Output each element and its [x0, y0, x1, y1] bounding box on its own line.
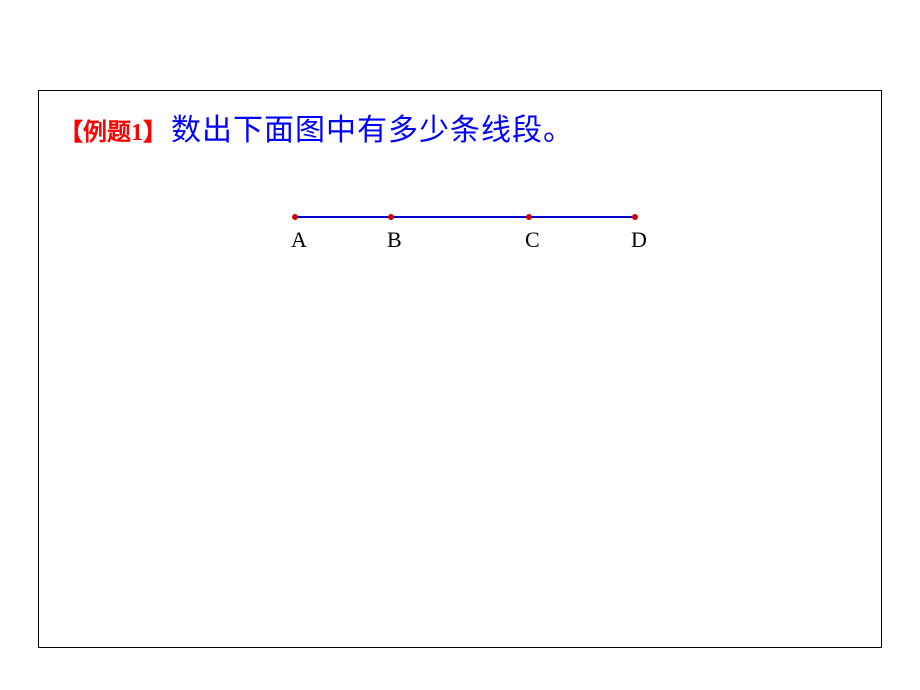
segment-line — [293, 216, 637, 218]
point-c — [526, 214, 532, 220]
point-label-a: A — [291, 227, 307, 253]
point-label-b: B — [387, 227, 402, 253]
point-a — [292, 214, 298, 220]
example-label: 【例题1】 — [59, 112, 167, 147]
line-segment-diagram: A B C D — [293, 213, 637, 263]
slide-frame: 【例题1】 数出下面图中有多少条线段。 A B C D — [38, 90, 882, 648]
point-label-c: C — [525, 227, 540, 253]
point-b — [388, 214, 394, 220]
point-d — [632, 214, 638, 220]
point-label-d: D — [631, 227, 647, 253]
question-text: 数出下面图中有多少条线段。 — [171, 105, 574, 149]
title-line: 【例题1】 数出下面图中有多少条线段。 — [59, 105, 574, 149]
